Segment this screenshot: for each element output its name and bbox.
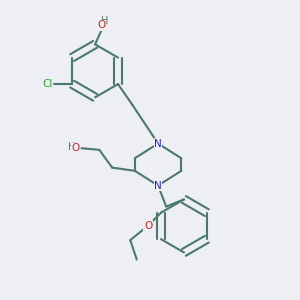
Text: O: O: [144, 220, 152, 231]
Text: N: N: [154, 181, 162, 190]
Text: O: O: [72, 143, 80, 153]
Text: H: H: [101, 16, 108, 26]
Text: Cl: Cl: [42, 79, 52, 89]
Text: H: H: [68, 142, 76, 152]
Text: N: N: [154, 139, 162, 148]
Text: O: O: [98, 20, 106, 30]
